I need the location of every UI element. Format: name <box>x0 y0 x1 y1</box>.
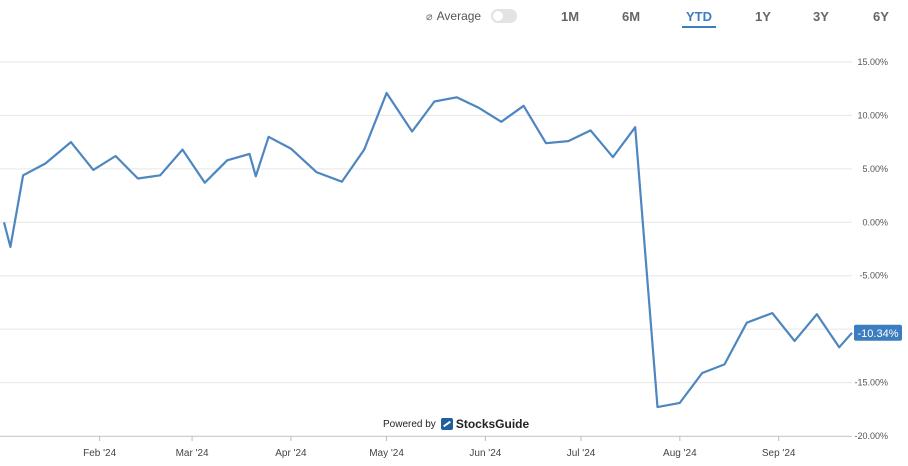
data-point <box>656 406 658 408</box>
data-point <box>545 142 547 144</box>
data-point <box>634 126 636 128</box>
data-point <box>290 147 292 149</box>
x-tick-label: Jun '24 <box>469 448 501 459</box>
y-tick-label: -20.00% <box>854 431 888 441</box>
data-point <box>838 346 840 348</box>
data-point <box>3 221 5 223</box>
data-point <box>92 169 94 171</box>
brand[interactable]: StocksGuide <box>440 417 530 431</box>
data-point <box>567 140 569 142</box>
data-point <box>137 177 139 179</box>
x-tick-label: Apr '24 <box>275 448 307 459</box>
data-point <box>315 171 317 173</box>
average-label: Average <box>436 9 482 23</box>
y-tick-label: 0.00% <box>862 217 888 227</box>
series-line <box>2 91 853 409</box>
active-range-indicator <box>682 26 716 28</box>
slash-circle-icon: ⌀ <box>426 10 433 23</box>
data-point <box>159 174 161 176</box>
x-tick-label: Feb '24 <box>83 448 116 459</box>
data-point <box>500 121 502 123</box>
data-point <box>612 156 614 158</box>
data-point <box>248 153 250 155</box>
average-toggle[interactable]: ⌀ Average <box>426 9 518 23</box>
data-point <box>204 182 206 184</box>
data-point <box>114 155 116 157</box>
data-point <box>522 105 524 107</box>
range-button-6y[interactable]: 6Y <box>873 9 889 24</box>
y-tick-label: 5.00% <box>862 164 888 174</box>
x-tick-label: May '24 <box>369 448 404 459</box>
x-tick-label: Sep '24 <box>762 448 796 459</box>
data-point <box>44 162 46 164</box>
data-point <box>9 246 11 248</box>
range-button-6m[interactable]: 6M <box>622 9 641 24</box>
powered-by-label: Powered by <box>383 418 436 430</box>
x-tick-label: Mar '24 <box>176 448 209 459</box>
data-point <box>746 322 748 324</box>
stocksguide-logo-icon <box>440 418 453 430</box>
range-button-1m[interactable]: 1M <box>561 9 580 24</box>
powered-by: Powered by StocksGuide <box>383 417 529 431</box>
data-point <box>478 107 480 109</box>
data-point <box>255 175 257 177</box>
data-point <box>363 148 365 150</box>
y-tick-label: -5.00% <box>859 271 888 281</box>
range-button-ytd[interactable]: YTD <box>686 9 712 24</box>
data-point <box>723 363 725 365</box>
data-point <box>455 96 457 98</box>
data-point <box>181 148 183 150</box>
data-point <box>793 340 795 342</box>
x-tick-label: Aug '24 <box>663 448 697 459</box>
data-point <box>411 130 413 132</box>
x-tick-label: Jul '24 <box>567 448 596 459</box>
y-tick-label: -15.00% <box>854 378 888 388</box>
y-tick-label: 15.00% <box>857 57 888 67</box>
data-point <box>433 100 435 102</box>
data-point <box>267 136 269 138</box>
data-point <box>851 332 853 334</box>
toggle-switch[interactable] <box>491 9 518 23</box>
last-value-label: -10.34% <box>858 328 899 340</box>
data-point <box>70 141 72 143</box>
data-point <box>341 180 343 182</box>
data-point <box>816 313 818 315</box>
data-point <box>385 92 387 94</box>
y-tick-label: 10.00% <box>857 110 888 120</box>
data-point <box>679 402 681 404</box>
range-button-3y[interactable]: 3Y <box>813 9 829 24</box>
range-button-1y[interactable]: 1Y <box>755 9 771 24</box>
data-point <box>589 129 591 131</box>
last-value-badge <box>854 324 902 341</box>
data-point <box>22 174 24 176</box>
range-toolbar: ⌀ Average 1M 6M YTD 1Y 3Y 6Y <box>0 0 908 36</box>
data-point <box>701 372 703 374</box>
data-point <box>226 159 228 161</box>
brand-name: StocksGuide <box>455 417 530 431</box>
data-point <box>771 312 773 314</box>
